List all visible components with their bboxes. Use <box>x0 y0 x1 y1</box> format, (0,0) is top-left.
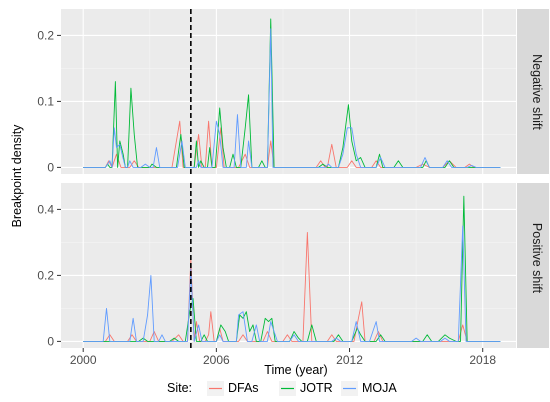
x-tick-label: 2012 <box>336 353 363 367</box>
y-tick-label: 0.2 <box>37 268 54 282</box>
strip-background <box>517 183 549 348</box>
x-tick-label: 2000 <box>70 353 97 367</box>
panel-background <box>61 9 516 174</box>
legend-label-jotr: JOTR <box>300 381 333 395</box>
strip-label-positive-shift: Positive shift <box>530 223 544 294</box>
panel-positive-shift: 0 0.2 0.4 <box>37 183 549 348</box>
legend-label-moja: MOJA <box>362 381 397 395</box>
y-axis-title: Breakpoint density <box>10 124 24 228</box>
panel-background <box>61 183 516 348</box>
legend-title: Site: <box>167 381 192 395</box>
series-line-moja <box>83 225 501 342</box>
y-tick-label: 0.1 <box>37 94 54 108</box>
series-line-moja <box>83 28 501 168</box>
x-tick-label: 2006 <box>203 353 230 367</box>
series-line-dfas <box>83 232 501 342</box>
x-tick-label: 2018 <box>469 353 496 367</box>
y-tick-label: 0.4 <box>37 202 54 216</box>
series-group <box>83 195 501 342</box>
x-axis: 2000 2006 2012 2018 <box>70 348 496 367</box>
y-tick-label: 0 <box>47 334 54 348</box>
panel-negative-shift: 0 0.1 0.2 <box>37 9 549 174</box>
legend-label-dfas: DFAs <box>228 381 259 395</box>
legend: Site: DFAs JOTR MOJA <box>167 381 397 396</box>
strip-background <box>517 9 549 174</box>
y-tick-label: 0.2 <box>37 28 54 42</box>
x-axis-title: Time (year) <box>264 363 327 377</box>
series-group <box>83 18 501 168</box>
strip-label-negative-shift: Negative shift <box>530 54 544 130</box>
y-tick-label: 0 <box>47 160 54 174</box>
